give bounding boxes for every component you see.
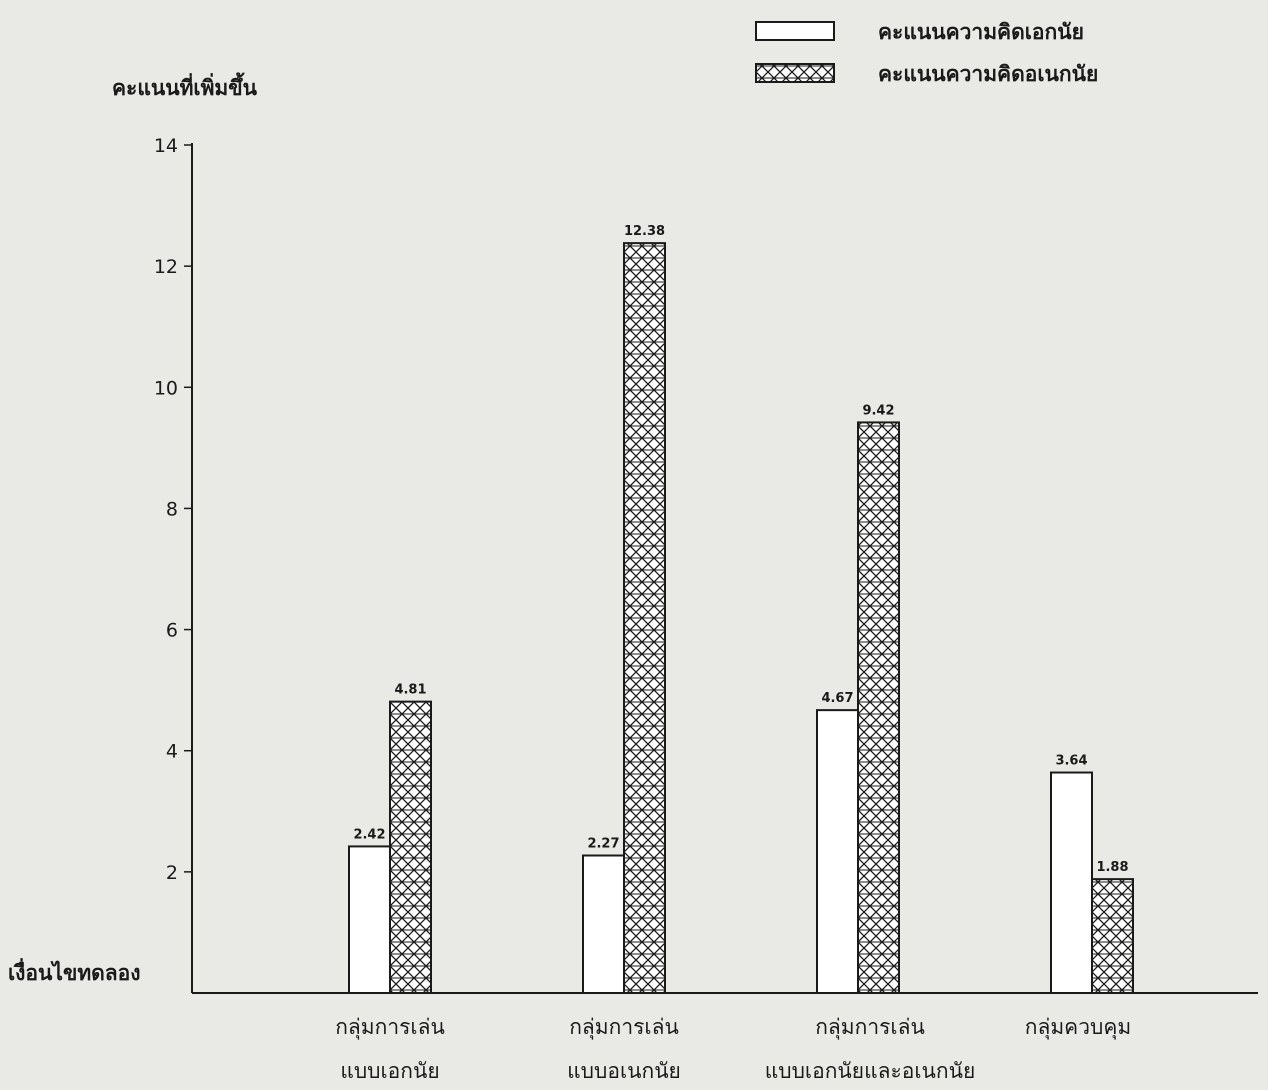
category-label: กลุ่มการเล่น xyxy=(569,1015,679,1040)
bar-divergent xyxy=(623,242,666,994)
category-label: แบบเอกนัยและอเนกนัย xyxy=(765,1059,976,1083)
legend-label: คะแนนความคิดเอกนัย xyxy=(878,20,1084,44)
y-tick-label: 2 xyxy=(166,862,178,884)
bar-divergent xyxy=(857,421,900,995)
y-tick-label: 4 xyxy=(166,741,178,763)
legend-label: คะแนนความคิดอเนกนัย xyxy=(878,62,1098,86)
bar-divergent xyxy=(1091,878,1134,995)
y-tick-label: 6 xyxy=(166,620,178,642)
data-label: 12.38 xyxy=(624,224,665,239)
category-label: แบบอเนกนัย xyxy=(567,1059,681,1083)
x-axis-label: เงื่อนไขทดลอง xyxy=(8,957,141,985)
bars: 2.42 2.27 4.67 3.64 4.81 12.38 9.42 1.88 xyxy=(348,224,1134,995)
data-label: 4.81 xyxy=(394,683,426,698)
data-label: 2.27 xyxy=(587,837,619,852)
legend-swatch xyxy=(755,21,835,41)
bar-convergent xyxy=(348,845,391,994)
bar-convergent xyxy=(1050,771,1093,995)
data-label: 3.64 xyxy=(1055,754,1087,769)
bar-convergent xyxy=(816,709,859,994)
y-tick-label: 10 xyxy=(154,377,178,399)
y-tick-label: 12 xyxy=(154,256,178,278)
data-label: 2.42 xyxy=(353,827,385,842)
legend-swatch xyxy=(755,63,835,83)
bar-divergent xyxy=(389,700,432,994)
data-label: 9.42 xyxy=(862,403,894,418)
category-label: กลุ่มการเล่น xyxy=(815,1015,925,1040)
y-tick-label: 8 xyxy=(166,498,178,520)
category-label: กลุ่มควบคุม xyxy=(1025,1015,1132,1040)
data-label: 1.88 xyxy=(1096,860,1128,875)
y-tick-label: 14 xyxy=(154,135,178,157)
bar-convergent xyxy=(582,854,625,995)
category-label: แบบเอกนัย xyxy=(340,1059,439,1083)
data-label: 4.67 xyxy=(821,691,853,706)
category-label: กลุ่มการเล่น xyxy=(335,1015,445,1040)
y-axis-label: คะแนนที่เพิ่มขึ้น xyxy=(112,72,258,100)
